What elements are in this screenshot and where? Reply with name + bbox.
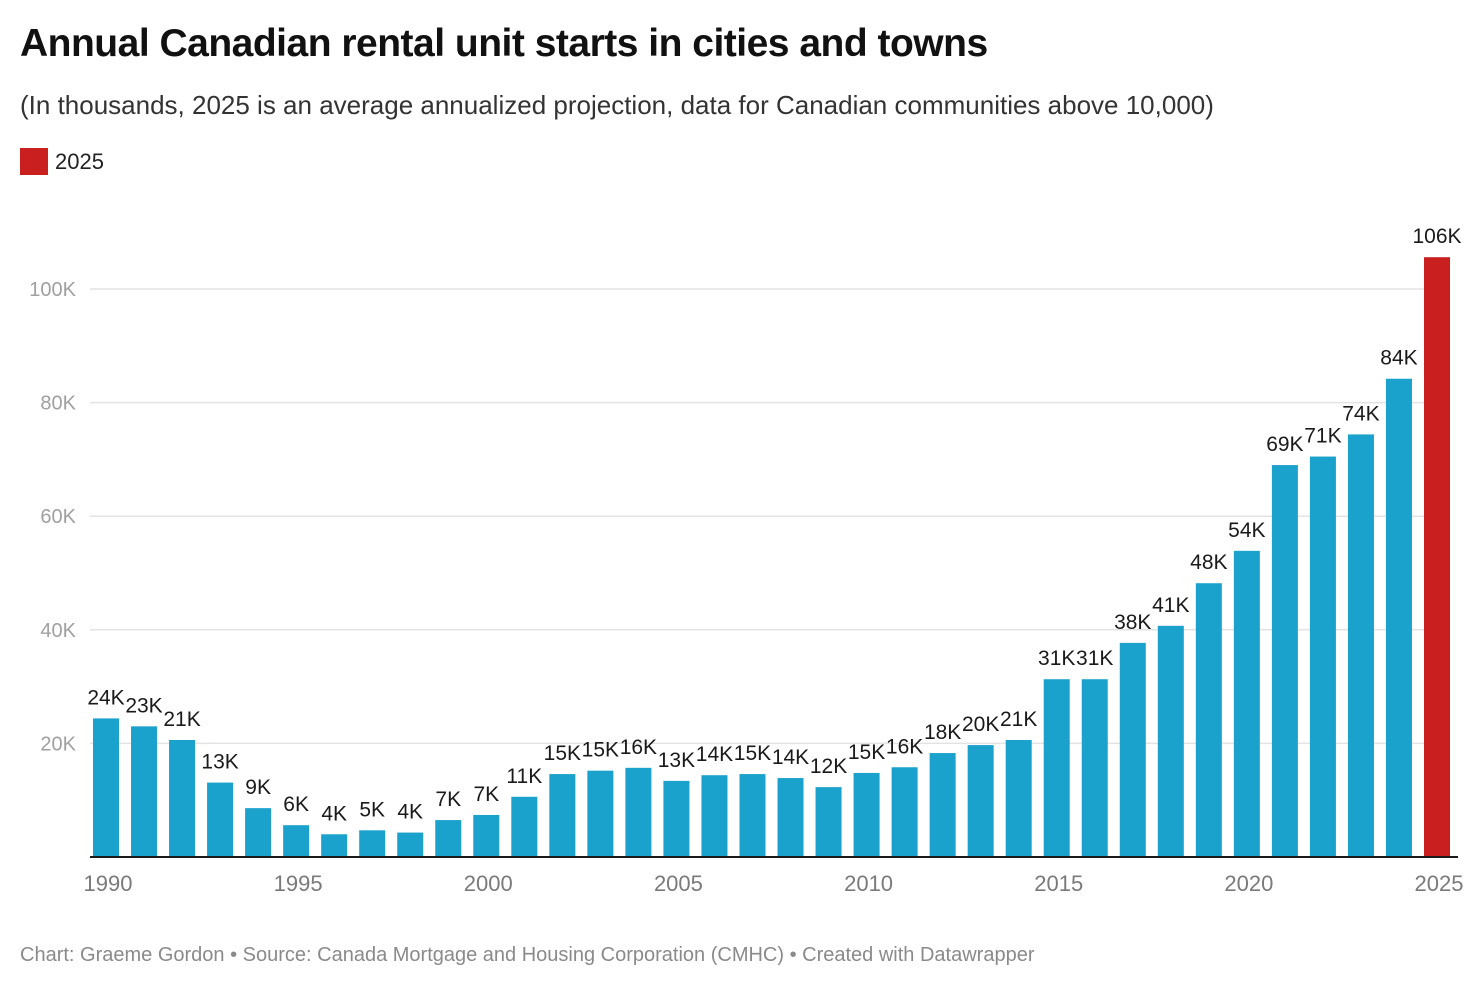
- x-tick-label: 2005: [654, 871, 703, 896]
- data-label-2012: 18K: [924, 721, 961, 744]
- x-tick-label: 1990: [84, 871, 133, 896]
- data-label-2017: 38K: [1114, 611, 1151, 634]
- data-label-2023: 74K: [1342, 402, 1379, 425]
- data-label-2025: 106K: [1412, 225, 1461, 248]
- bar-2003: [587, 770, 614, 857]
- data-label-2014: 21K: [1000, 708, 1037, 731]
- data-label-2001: 11K: [506, 765, 542, 788]
- y-tick-label: 100K: [29, 279, 76, 301]
- y-tick-label: 80K: [40, 393, 76, 415]
- bar-2025: [1424, 257, 1450, 857]
- x-tick-label: 2010: [844, 871, 893, 896]
- bar-1995: [283, 825, 310, 857]
- bar-2007: [739, 774, 766, 857]
- data-label-2021: 69K: [1266, 433, 1303, 456]
- bar-2013: [967, 745, 994, 857]
- bar-2011: [891, 767, 918, 857]
- chart-footer: Chart: Graeme Gordon • Source: Canada Mo…: [20, 944, 1035, 966]
- bar-2010: [853, 772, 880, 857]
- data-label-2011: 16K: [886, 735, 923, 758]
- bar-2023: [1347, 434, 1374, 857]
- data-label-2000: 7K: [473, 783, 499, 806]
- bar-2005: [663, 780, 690, 857]
- bar-1997: [359, 830, 386, 857]
- bar-2009: [815, 787, 842, 857]
- bar-1993: [207, 782, 234, 857]
- bar-2012: [929, 753, 956, 857]
- legend-swatch-2025: [20, 148, 48, 175]
- data-label-2015: 31K: [1038, 647, 1075, 670]
- data-label-1993: 13K: [201, 751, 238, 774]
- bar-1999: [435, 820, 462, 857]
- bar-2016: [1081, 679, 1108, 857]
- data-label-2009: 12K: [810, 755, 847, 778]
- bar-2018: [1157, 625, 1184, 857]
- legend: 2025: [20, 148, 104, 175]
- bar-2001: [511, 796, 538, 857]
- x-tick-label: 2025: [1415, 871, 1464, 896]
- chart-title: Annual Canadian rental unit starts in ci…: [20, 22, 988, 65]
- bar-2002: [549, 774, 576, 857]
- data-label-1990: 24K: [87, 686, 124, 709]
- bar-1994: [245, 808, 272, 857]
- bar-1996: [321, 834, 348, 857]
- y-tick-label: 20K: [40, 733, 76, 755]
- bar-2000: [473, 814, 500, 857]
- chart-subtitle: (In thousands, 2025 is an average annual…: [20, 90, 1214, 120]
- bar-2008: [777, 778, 804, 857]
- data-label-2002: 15K: [544, 742, 581, 765]
- data-label-2003: 15K: [582, 739, 619, 762]
- y-tick-label: 60K: [40, 506, 76, 528]
- bar-1990: [93, 718, 119, 857]
- data-label-1999: 7K: [435, 788, 461, 811]
- bar-2004: [625, 767, 652, 857]
- x-tick-label: 2015: [1034, 871, 1083, 896]
- data-label-2007: 15K: [734, 742, 771, 765]
- data-label-2008: 14K: [772, 746, 809, 769]
- data-label-1997: 5K: [359, 798, 385, 821]
- bars: [90, 257, 1458, 858]
- y-tick-label: 40K: [40, 620, 76, 642]
- bar-2015: [1043, 679, 1070, 857]
- data-label-2004: 16K: [620, 736, 657, 759]
- bar-1992: [169, 739, 196, 857]
- data-label-1996: 4K: [321, 802, 347, 825]
- data-label-1992: 21K: [163, 708, 200, 731]
- data-label-2006: 14K: [696, 743, 733, 766]
- x-axis-ticks: 1990 1995 2000 2005 2010 2015 2020 2025: [84, 871, 1464, 896]
- bar-2014: [1005, 739, 1032, 857]
- bar-1991: [131, 726, 158, 857]
- legend-label-2025: 2025: [55, 148, 104, 174]
- data-label-2016: 31K: [1076, 647, 1113, 670]
- data-label-2019: 48K: [1190, 551, 1227, 574]
- data-label-2024: 84K: [1380, 347, 1417, 370]
- bar-2022: [1309, 456, 1336, 857]
- bar-2006: [701, 775, 728, 857]
- bar-2019: [1195, 583, 1222, 857]
- data-label-2010: 15K: [848, 741, 885, 764]
- data-label-2018: 41K: [1152, 594, 1189, 617]
- x-tick-label: 2000: [464, 871, 513, 896]
- y-axis-ticks: 20K 40K 60K 80K 100K: [29, 279, 76, 755]
- data-label-2022: 71K: [1304, 425, 1341, 448]
- bar-1998: [397, 832, 424, 857]
- bar-2017: [1119, 642, 1146, 857]
- data-label-1994: 9K: [245, 776, 271, 799]
- data-label-1995: 6K: [283, 793, 309, 816]
- data-label-1998: 4K: [397, 801, 423, 824]
- bar-2021: [1271, 465, 1298, 857]
- data-label-2020: 54K: [1228, 519, 1265, 542]
- bar-2024: [1385, 378, 1412, 857]
- data-label-2005: 13K: [658, 749, 695, 772]
- x-tick-label: 1995: [274, 871, 323, 896]
- x-tick-label: 2020: [1224, 871, 1273, 896]
- data-label-1991: 23K: [125, 694, 162, 717]
- bar-2020: [1233, 550, 1260, 857]
- data-label-2013: 20K: [962, 713, 999, 736]
